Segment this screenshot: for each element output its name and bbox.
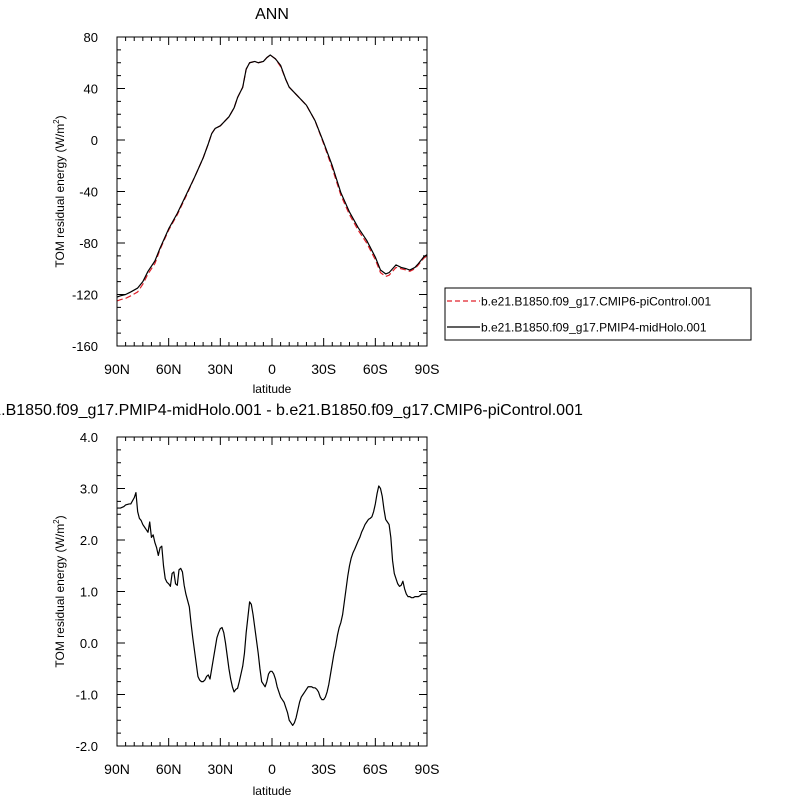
bottom-y-tick-label: 0.0 <box>80 636 98 651</box>
top-chart-title: ANN <box>255 6 289 23</box>
top-series-line-1 <box>116 54 428 298</box>
top-y-axis-label-main: TOM residual energy (W/m <box>53 124 67 268</box>
bottom-y-tick-label: 2.0 <box>80 533 98 548</box>
top-x-axis-label: latitude <box>253 382 292 396</box>
bottom-chart-title: b.e21.B1850.f09_g17.PMIP4-midHolo.001 - … <box>0 402 583 419</box>
bottom-y-axis-label: TOM residual energy (W/m2) <box>52 515 67 667</box>
top-x-tick-label: 30S <box>311 361 336 377</box>
top-y-tick-label: -40 <box>79 185 98 200</box>
top-y-tick-label: 80 <box>84 30 98 45</box>
top-y-tick-label: 0 <box>91 133 98 148</box>
top-x-tick-label: 30N <box>207 361 233 377</box>
bottom-y-tick-label: 4.0 <box>80 430 98 445</box>
top-y-axis-label-sup: 2 <box>52 119 61 124</box>
bottom-panel: b.e21.B1850.f09_g17.PMIP4-midHolo.001 - … <box>0 402 583 798</box>
bottom-x-tick-label: 90S <box>415 761 440 777</box>
bottom-y-tick-label: 1.0 <box>80 585 98 600</box>
top-plot-frame <box>116 36 428 347</box>
top-y-tick-label: 40 <box>84 82 98 97</box>
bottom-x-tick-label: 30N <box>207 761 233 777</box>
legend-box <box>444 287 752 341</box>
top-x-tick-label: 0 <box>268 361 276 377</box>
bottom-series-line-0 <box>117 485 427 727</box>
top-y-axis-label: TOM residual energy (W/m2) <box>52 115 67 267</box>
top-y-tick-label: -80 <box>79 236 98 251</box>
top-x-tick-label: 60N <box>156 361 182 377</box>
legend-label-midholo: b.e21.B1850.f09_g17.PMIP4-midHolo.001 <box>481 321 707 335</box>
bottom-x-tick-label: 60S <box>363 761 388 777</box>
bottom-y-tick-label: 3.0 <box>80 482 98 497</box>
legend: b.e21.B1850.f09_g17.CMIP6-piControl.001 … <box>444 287 752 341</box>
bottom-x-tick-label: 30S <box>311 761 336 777</box>
top-x-tick-label: 90N <box>104 361 130 377</box>
bottom-y-tick-label: -1.0 <box>76 688 98 703</box>
top-plot-area: 90N 60N 30N 0 30S 60S 90S -160 -120 -80 -40 0 40 80 <box>72 30 439 377</box>
bottom-y-axis-label-sup: 2 <box>52 519 61 524</box>
top-series-line-0 <box>116 54 428 302</box>
legend-label-picontrol: b.e21.B1850.f09_g17.CMIP6-piControl.001 <box>481 295 711 309</box>
bottom-x-tick-label: 0 <box>268 761 276 777</box>
top-x-tick-label: 60S <box>363 361 388 377</box>
top-y-tick-label: -160 <box>72 339 98 354</box>
top-panel: ANN 90N 60N 30N 0 30S 60S 90S -160 -120 -80 -40 0 40… <box>52 6 752 396</box>
bottom-plot-area: 90N 60N 30N 0 30S 60S 90S -2.0 -1.0 0.0 1.0 2.0 3.0 4… <box>76 430 440 777</box>
top-y-axis-label-end: ) <box>53 115 67 119</box>
bottom-y-axis-label-main: TOM residual energy (W/m <box>53 524 67 668</box>
bottom-y-tick-label: -2.0 <box>76 739 98 754</box>
bottom-plot-frame <box>116 436 428 747</box>
top-y-tick-label: -120 <box>72 288 98 303</box>
top-x-tick-label: 90S <box>415 361 440 377</box>
bottom-y-axis-label-end: ) <box>53 515 67 519</box>
bottom-x-tick-label: 60N <box>156 761 182 777</box>
bottom-x-axis-label: latitude <box>253 784 292 798</box>
bottom-x-tick-label: 90N <box>104 761 130 777</box>
